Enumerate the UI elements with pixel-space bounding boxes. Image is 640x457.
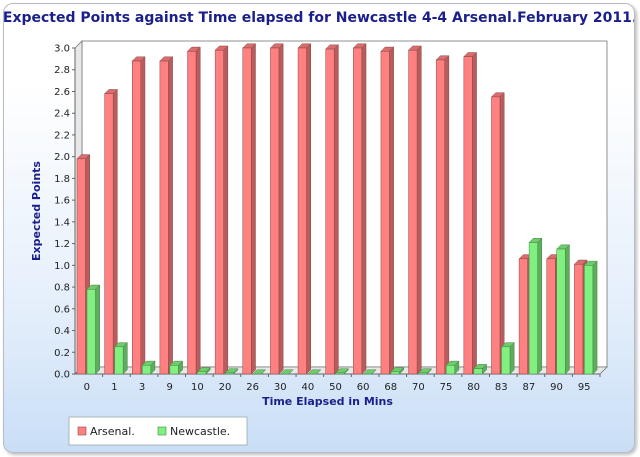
bar-newcastle-1 [114,342,128,375]
bar-arsenal-60 [352,43,367,375]
x-tick-label: 70 [412,382,425,393]
x-tick-label: 0 [84,382,90,393]
y-tick-label: 1.2 [54,239,70,250]
x-tick-label: 10 [191,382,204,393]
bar-arsenal-80 [463,51,478,375]
x-tick-label: 20 [219,382,232,393]
bar-arsenal-40 [297,43,312,375]
bar-arsenal-83 [490,92,505,375]
x-tick-label: 3 [139,382,145,393]
y-axis-title: Expected Points [30,161,43,261]
y-tick-label: 0.4 [54,326,70,337]
y-tick-label: 1.0 [54,261,70,272]
bar-arsenal-1 [104,88,118,375]
bar-newcastle-50 [335,368,349,375]
bar-newcastle-60 [362,369,377,375]
x-tick-label: 60 [357,382,370,393]
x-tick-label: 80 [467,382,480,393]
bar-newcastle-10 [196,367,211,375]
x-tick-label: 9 [167,382,173,393]
x-axis-ticks: 0 1 3 9 10 20 26 30 40 50 60 68 70 75 80 83 87 90 95 [84,374,601,393]
legend: Arsenal. Newcastle. [68,416,248,446]
y-tick-label: 2.4 [54,109,70,120]
chart-frame: Expected Points against Time elapsed for… [3,3,635,453]
bar-newcastle-3 [141,360,156,375]
x-tick-label: 87 [523,382,536,393]
legend-label: Arsenal. [90,425,135,438]
y-tick-label: 0.8 [54,283,70,294]
bar-newcastle-9 [169,360,184,375]
x-tick-label: 83 [495,382,508,393]
bar-newcastle-80 [473,363,488,375]
bar-newcastle-95 [583,260,598,375]
x-tick-label: 50 [329,382,342,393]
x-tick-label: 30 [274,382,287,393]
bar-newcastle-83 [500,342,515,375]
bar-arsenal-30 [269,43,284,375]
x-tick-label: 95 [578,382,591,393]
bar-newcastle-30 [279,369,294,375]
x-axis-title: Time Elapsed in Mins [262,395,393,408]
bar-newcastle-68 [390,367,405,375]
bar-newcastle-20 [224,368,239,375]
bar-newcastle-70 [417,368,432,375]
bar-arsenal-20 [214,45,229,375]
bar-arsenal-3 [131,56,146,375]
bar-arsenal-75 [435,55,450,375]
y-tick-label: 3.0 [54,44,70,55]
x-tick-label: 1 [111,382,117,393]
x-tick-label: 26 [246,382,259,393]
bar-chart: Expected Points against Time elapsed for… [4,10,635,446]
y-tick-label: 2.0 [54,152,70,163]
bar-arsenal-50 [325,44,339,375]
legend-swatch [157,426,167,436]
y-tick-label: 1.4 [54,217,70,228]
bar-newcastle-40 [307,369,322,375]
bar-newcastle-0 [86,284,101,375]
x-tick-label: 75 [440,382,453,393]
y-axis-ticks: 0.0 0.2 0.4 0.6 0.8 1.0 1.2 1.4 1.6 1.8 2.0 2.2 2.4 2… [54,44,75,381]
bar-newcastle-87 [528,237,543,375]
bars [76,43,598,375]
bar-arsenal-68 [380,46,395,375]
x-tick-label: 90 [550,382,563,393]
x-tick-label: 40 [302,382,315,393]
bar-arsenal-70 [407,45,422,375]
y-tick-label: 1.6 [54,196,70,207]
y-tick-label: 2.8 [54,65,70,76]
y-tick-label: 0.0 [54,370,70,381]
legend-label: Newcastle. [170,425,230,438]
bar-arsenal-9 [159,56,174,375]
y-tick-label: 2.6 [54,87,70,98]
legend-item-newcastle: Newcastle. [157,425,230,438]
y-tick-label: 0.6 [54,304,70,315]
x-tick-label: 68 [384,382,397,393]
bar-newcastle-90 [556,244,571,375]
y-tick-label: 2.2 [54,130,70,141]
chart-title: Expected Points against Time elapsed for… [4,10,635,26]
legend-swatch [77,426,87,436]
bar-arsenal-10 [186,46,201,375]
legend-item-arsenal: Arsenal. [77,425,135,438]
y-tick-label: 0.2 [54,348,70,359]
y-tick-label: 1.8 [54,174,70,185]
bar-newcastle-75 [445,360,460,375]
bar-newcastle-26 [252,369,267,375]
bar-arsenal-26 [242,43,257,375]
